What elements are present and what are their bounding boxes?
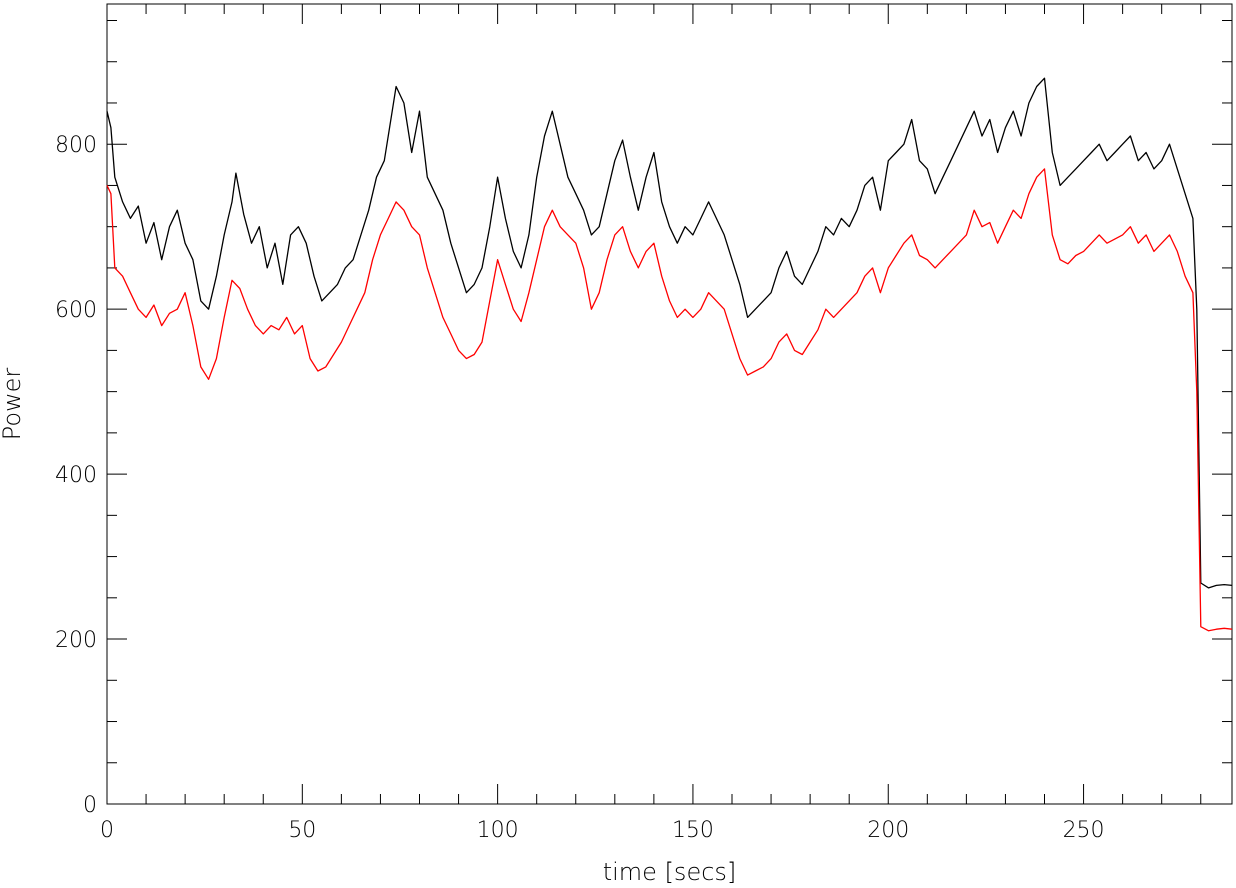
x-tick-label: 150: [672, 818, 714, 843]
y-tick-label: 600: [55, 298, 97, 323]
y-tick-label: 400: [55, 463, 97, 488]
y-tick-label: 0: [83, 793, 97, 818]
x-tick-label: 100: [477, 818, 519, 843]
tick-labels: 0 50 100 150 200 250 0 200 400 600 800: [55, 133, 1105, 843]
axis-ticks: [106, 4, 1232, 805]
x-tick-label: 200: [867, 818, 909, 843]
series-line-1: [106, 168, 1233, 632]
y-tick-label: 800: [55, 133, 97, 158]
x-tick-label: 0: [100, 818, 114, 843]
plot-frame: [106, 3, 1233, 805]
x-tick-label: 250: [1063, 818, 1105, 843]
x-axis-title: time [secs]: [603, 858, 737, 886]
series-line-0: [106, 77, 1233, 589]
series-lines: [106, 77, 1233, 632]
x-tick-label: 50: [288, 818, 316, 843]
y-axis-title: Power: [0, 368, 26, 441]
y-tick-label: 200: [55, 628, 97, 653]
